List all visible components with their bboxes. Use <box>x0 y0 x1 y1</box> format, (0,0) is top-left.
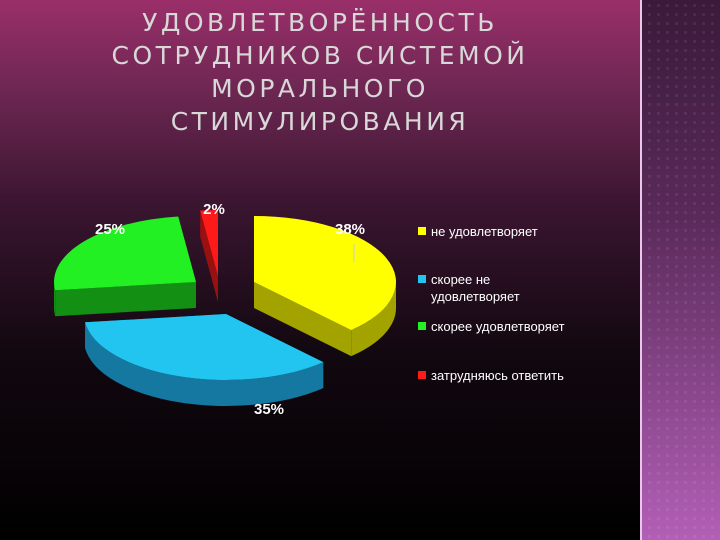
legend-label-2: удовлетворяет <box>431 289 520 304</box>
pie-slice-1 <box>254 216 397 357</box>
pie-slice-side <box>85 322 324 407</box>
title-line-1: УДОВЛЕТВОРЁННОСТЬ <box>142 8 498 37</box>
pie-slice-4 <box>200 210 218 302</box>
decorative-strip <box>640 0 720 540</box>
data-label-1: 38% <box>335 221 365 238</box>
legend-swatch-4 <box>418 371 426 379</box>
pie-slice-top <box>200 210 218 276</box>
legend-label-2: скорее не <box>431 272 490 287</box>
pie-slice-2 <box>85 314 324 407</box>
slide-title: УДОВЛЕТВОРЁННОСТЬ СОТРУДНИКОВ СИСТЕМОЙ М… <box>40 6 600 138</box>
pie-slice-cut-face <box>200 210 218 302</box>
pie-slice-cut-face <box>254 282 352 357</box>
legend-swatch-3 <box>418 322 426 330</box>
title-line-2: СОТРУДНИКОВ СИСТЕМОЙ <box>111 41 529 70</box>
pie-slice-3 <box>53 216 196 317</box>
data-label-2: 35% <box>254 401 284 418</box>
decorative-strip-border <box>640 0 642 540</box>
legend-label-4: затрудняюсь ответить <box>431 368 564 383</box>
pie-slice-side <box>351 282 396 357</box>
pie-slice-top <box>85 314 324 380</box>
pie-slice-side <box>54 282 56 317</box>
title-line-3: МОРАЛЬНОГО <box>211 74 429 103</box>
data-label-4: 2% <box>203 201 225 218</box>
pie-slice-top <box>254 216 397 331</box>
legend-swatch-2 <box>418 275 426 283</box>
data-label-3: 25% <box>95 221 125 238</box>
legend-swatch-1 <box>418 227 426 235</box>
pie-slice-cut-face <box>55 282 196 317</box>
pie-slice-top <box>53 216 196 291</box>
title-line-4: СТИМУЛИРОВАНИЯ <box>170 107 470 136</box>
legend-label-1: не удовлетворяет <box>431 224 538 239</box>
legend-label-3: скорее удовлетворяет <box>431 319 565 334</box>
